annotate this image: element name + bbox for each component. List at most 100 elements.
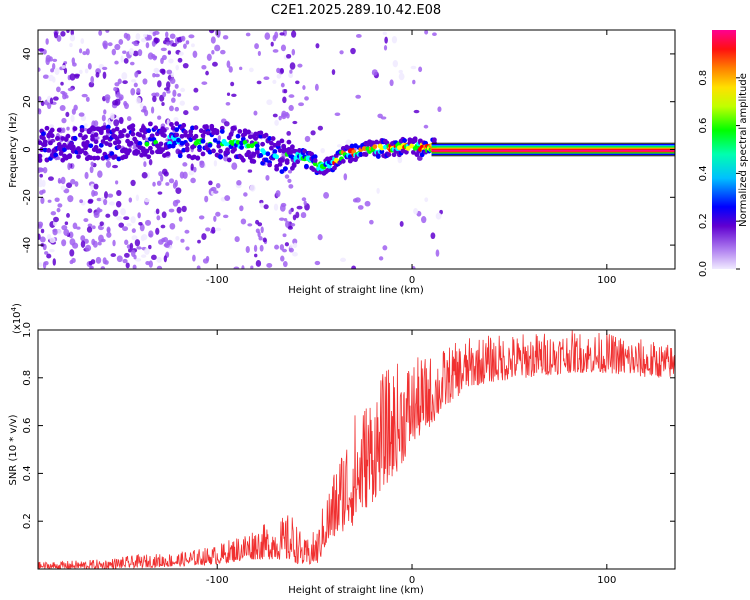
spectrogram-noise-blob — [296, 205, 303, 210]
spectrogram-noise-blob — [210, 186, 217, 192]
spectrogram-noise-blob — [156, 180, 162, 186]
spectrogram-noise-blob — [113, 86, 118, 92]
spectrogram-ridge-blob — [218, 154, 223, 160]
spectrogram-noise-blob — [303, 200, 307, 206]
spectrogram-noise-blob — [304, 135, 311, 143]
spectrogram-noise-blob — [122, 80, 128, 85]
spectrogram-ridge-blob — [62, 147, 67, 152]
spectrogram-ridge-blob — [240, 136, 246, 142]
spectrogram-noise-blob — [148, 244, 152, 250]
spectrogram-ridge-blob — [402, 138, 408, 143]
spectrogram-ridge-blob — [265, 151, 271, 157]
spectrogram-noise-blob — [122, 50, 127, 54]
spectrogram-noise-blob — [236, 180, 242, 186]
spectrogram-noise-blob — [39, 173, 44, 178]
spectrogram-noise-blob — [100, 238, 106, 243]
spectrogram-noise-blob — [89, 166, 94, 174]
spectrogram-ridge-blob — [409, 143, 415, 149]
spectrogram-noise-blob — [59, 104, 66, 111]
spectrogram-ridge-blob — [184, 146, 190, 152]
spectrogram-noise-blob — [140, 38, 147, 43]
spectrogram-noise-blob — [69, 73, 76, 81]
spectrogram-noise-blob — [214, 227, 222, 232]
spectrogram-ridge-blob — [228, 132, 234, 137]
spectrogram-noise-blob — [48, 124, 55, 129]
spectrogram-ridge-blob — [237, 129, 243, 134]
spectrogram-ridge-blob — [174, 121, 180, 127]
spectrogram-ridge-blob — [302, 148, 308, 154]
spectrogram-noise-blob — [69, 249, 75, 257]
spectrogram-noise-blob — [105, 30, 110, 33]
spectrogram-noise-blob — [47, 199, 52, 203]
spectrogram-noise-blob — [74, 181, 79, 187]
spectrogram-ridge-blob — [148, 121, 153, 127]
spectrogram-ridge-blob — [116, 139, 122, 145]
spectrogram-noise-blob — [284, 174, 290, 179]
spectrogram-noise-blob — [157, 191, 163, 195]
spectrogram-ridge-blob — [98, 130, 104, 136]
spectrogram-noise-blob — [215, 211, 221, 217]
spectrogram-ridge-blob — [42, 147, 48, 153]
spectrogram-noise-blob — [253, 110, 258, 116]
spectrogram-noise-blob — [310, 130, 316, 136]
spectrogram-noise-blob — [135, 33, 141, 41]
spectrogram-ridge-blob — [412, 138, 418, 143]
spectrogram-noise-blob — [95, 71, 100, 78]
spectrogram-ridge-blob — [174, 127, 180, 133]
spectrogram-noise-blob — [95, 256, 102, 264]
spectrogram-ridge-blob — [286, 139, 292, 145]
spectrogram-noise-blob — [40, 228, 45, 234]
chart-title: C2E1.2025.289.10.42.E08 — [271, 3, 441, 18]
spectrogram-noise-blob — [166, 119, 170, 127]
spectrogram-noise-blob — [169, 222, 176, 230]
colorbar-tick-label: 0.8 — [698, 70, 709, 86]
spectrogram-noise-blob — [101, 66, 108, 71]
spectrogram-ridge-blob — [125, 133, 131, 138]
spectrogram-noise-blob — [314, 83, 319, 91]
spectrogram-ridge-blob — [326, 167, 332, 173]
spectrogram-noise-blob — [44, 260, 49, 266]
spectrogram-noise-blob — [175, 235, 180, 241]
spectrogram-noise-blob — [234, 236, 240, 243]
spectrogram-ridge-blob — [88, 143, 94, 149]
spectrogram-noise-blob — [101, 114, 106, 122]
spectrogram-noise-blob — [113, 119, 120, 127]
spectrogram-noise-blob — [196, 265, 201, 269]
spectrogram-ridge-blob — [126, 148, 132, 154]
spectrogram-noise-blob — [46, 253, 52, 259]
spectrogram-ridge-blob — [363, 152, 369, 157]
spectrogram-ridge-blob — [263, 157, 269, 163]
spectrogram-ridge-blob — [274, 166, 280, 172]
spectrogram-noise-blob — [69, 42, 73, 48]
spectrogram-noise-blob — [131, 228, 136, 233]
spectrogram-noise-blob — [245, 246, 250, 253]
spectrogram-noise-blob — [46, 102, 52, 110]
spectrogram-noise-blob — [430, 232, 436, 240]
spectrogram-noise-blob — [114, 60, 119, 65]
spectrogram-noise-blob — [61, 224, 68, 231]
spectrogram-noise-blob — [38, 108, 41, 112]
spectrogram-ridge-blob — [235, 133, 241, 139]
spectrogram-noise-blob — [435, 249, 440, 257]
spectrogram-noise-blob — [61, 239, 67, 247]
spectrogram-noise-blob — [215, 183, 221, 189]
spectrogram-ridge-blob — [114, 126, 120, 132]
spectrogram-noise-blob — [334, 112, 341, 117]
spectrogram-marks — [38, 30, 675, 269]
spectrogram-ridge-blob — [41, 131, 46, 137]
spectrogram-noise-blob — [181, 205, 187, 213]
spectrogram-ridge-blob — [205, 130, 211, 136]
spectrogram-noise-blob — [50, 211, 57, 216]
spectrogram-noise-blob — [161, 54, 167, 61]
spectrogram-noise-blob — [278, 115, 282, 121]
spectrogram-noise-blob — [279, 68, 284, 74]
spectrogram-noise-blob — [266, 263, 273, 268]
spectrogram-y-tick-label: 40 — [22, 48, 33, 61]
spectrogram-noise-blob — [125, 262, 130, 269]
spectrogram-noise-blob — [49, 237, 56, 244]
spectrogram-ridge-blob — [148, 145, 153, 151]
spectrogram-noise-blob — [213, 160, 218, 167]
spectrogram-ridge-blob — [279, 138, 285, 144]
spectrogram-noise-blob — [96, 197, 102, 202]
spectrogram-noise-blob — [102, 257, 107, 265]
